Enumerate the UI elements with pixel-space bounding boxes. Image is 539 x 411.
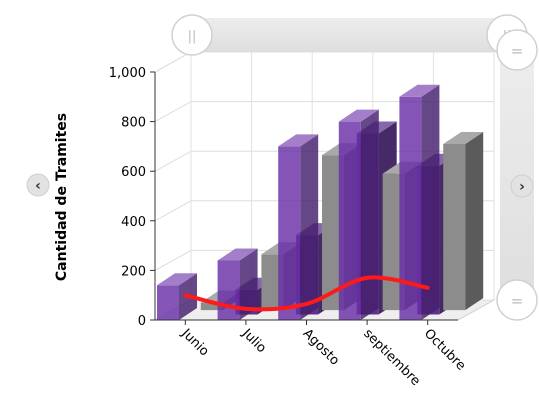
bar-side-face: [465, 131, 484, 311]
bar-front-face: [322, 155, 345, 311]
y-tick-labels: 0 200 400 600 800 1,000: [109, 66, 155, 329]
bar-front-face: [217, 260, 240, 320]
bar-front-face: [399, 96, 422, 320]
y-axis-title: Cantidad de Tramites: [54, 113, 70, 281]
bar-side-face: [421, 84, 440, 320]
bar-top-face: [278, 134, 319, 147]
x-tick-label: Agosto: [300, 326, 342, 368]
bar-side-face: [239, 248, 258, 320]
bars: [157, 84, 484, 320]
y-tick-label: 600: [121, 165, 146, 180]
vertical-handle-top[interactable]: =: [496, 29, 538, 71]
bar-side-face: [360, 109, 379, 320]
x-tick-label: Julio: [238, 326, 269, 357]
bar-front-face: [382, 173, 405, 311]
chevron-left-icon: ‹: [35, 178, 41, 194]
bar: [338, 109, 379, 320]
x-tick-label: septiembre: [360, 326, 423, 389]
line-path: [183, 275, 430, 312]
bar-front-face: [157, 285, 179, 320]
bar-front-face: [278, 146, 301, 320]
x-tick-label: Junio: [178, 326, 212, 360]
bar: [278, 134, 319, 320]
scroll-right-button[interactable]: ›: [510, 174, 534, 198]
bar-top-face: [338, 109, 379, 122]
bar-front-face: [443, 143, 466, 311]
chevron-right-icon: ›: [519, 179, 525, 195]
scroll-left-button[interactable]: ‹: [26, 173, 50, 197]
bar-top-face: [217, 248, 258, 261]
bar-top-face: [443, 131, 484, 144]
grip-icon: ||: [188, 29, 197, 44]
bar: [443, 131, 484, 311]
y-tick-label: 800: [121, 116, 146, 131]
horizontal-range-track[interactable]: [192, 18, 510, 52]
y-tick-label: 0: [138, 314, 146, 329]
bar-top-face: [399, 84, 440, 97]
bar-side-face: [300, 134, 319, 320]
vertical-handle-bottom[interactable]: =: [496, 279, 538, 321]
grip-icon: =: [511, 42, 524, 60]
line-series: [183, 275, 430, 312]
bar-top-face: [157, 273, 197, 286]
grip-icon: =: [511, 292, 524, 310]
y-tick-label: 1,000: [109, 66, 146, 81]
y-tick-label: 200: [121, 264, 146, 279]
x-tick-label: Octubre: [421, 326, 468, 373]
bar: [399, 84, 440, 320]
bar-front-face: [261, 254, 284, 311]
range-handle-start[interactable]: ||: [171, 14, 213, 56]
bar-front-face: [338, 121, 361, 320]
y-tick-label: 400: [121, 215, 146, 230]
